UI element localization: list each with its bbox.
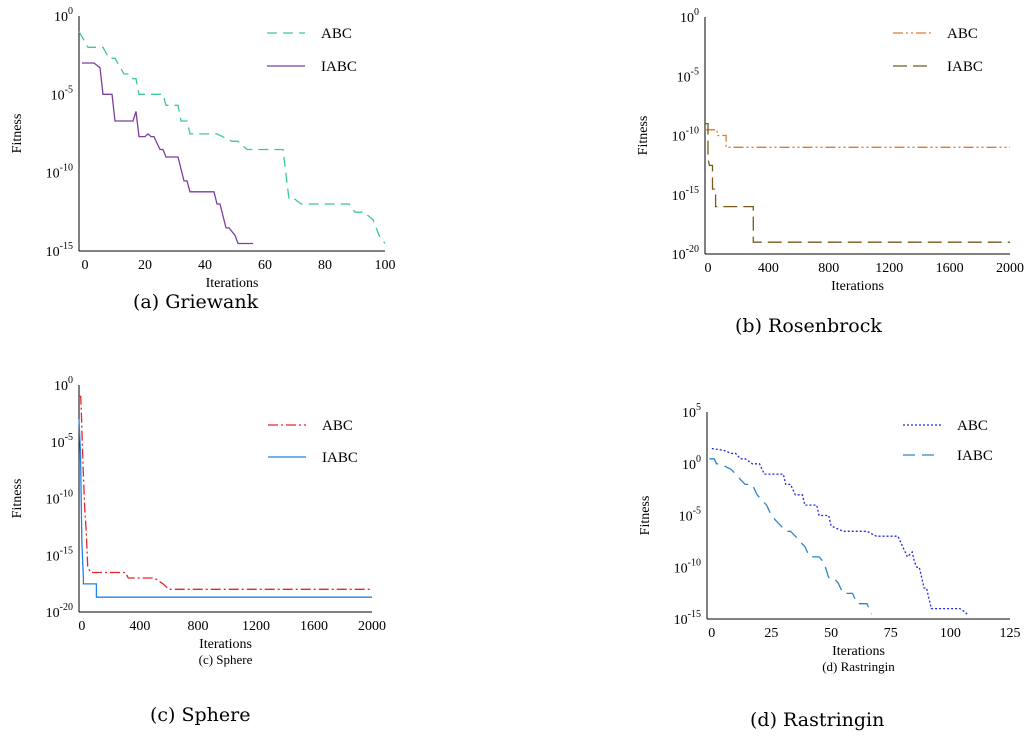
x-tick-label: 40 (198, 258, 212, 273)
y-tick-label: 100 (680, 7, 699, 26)
x-tick-label: 0 (705, 261, 712, 276)
y-tick-label: 10-15 (46, 545, 73, 564)
inner-title: (d) Rastringin (822, 659, 895, 674)
x-tick-label: 800 (818, 261, 839, 276)
y-tick-label: 10-5 (677, 66, 699, 85)
series-line-iabc (709, 458, 873, 615)
series-line-abc (78, 31, 386, 244)
y-tick-label: 10-15 (46, 241, 73, 260)
caption-sphere: (c) Sphere (150, 704, 251, 726)
x-axis-label: Iterations (199, 637, 252, 652)
y-tick-label: 10-5 (679, 506, 701, 525)
y-axis-label: Fitness (10, 479, 25, 519)
x-tick-label: 2000 (996, 261, 1024, 276)
legend-label-iabc: IABC (322, 450, 358, 466)
chart-griewank: 0 20 40 60 80 100 100 10-5 10-10 10-15 Iterations F… (10, 6, 396, 291)
y-tick-label: 10-10 (674, 557, 701, 576)
x-tick-label: 0 (78, 619, 85, 634)
y-tick-label: 10-15 (674, 609, 701, 628)
x-tick-label: 1600 (936, 261, 964, 276)
x-tick-label: 800 (187, 619, 208, 634)
x-tick-label: 125 (1000, 626, 1021, 641)
legend-label-iabc: IABC (957, 448, 993, 464)
x-tick-label: 100 (375, 258, 396, 273)
x-tick-label: 0 (82, 258, 89, 273)
x-tick-label: 80 (318, 258, 332, 273)
series-line-iabc (82, 62, 253, 245)
series-line-iabc (705, 122, 1010, 243)
x-tick-label: 1600 (300, 619, 328, 634)
y-tick-label: 10-10 (46, 489, 73, 508)
x-axis-label: Iterations (206, 276, 259, 291)
legend-label-abc: ABC (322, 418, 353, 434)
y-axis-label: Fitness (638, 496, 653, 536)
series-line-iabc (78, 419, 372, 598)
y-tick-label: 10-20 (672, 244, 699, 263)
y-tick-label: 10-15 (672, 185, 699, 204)
legend-label-abc: ABC (321, 26, 352, 42)
y-tick-label: 10-10 (46, 163, 73, 182)
caption-griewank: (a) Griewank (133, 291, 259, 313)
x-tick-label: 100 (940, 626, 961, 641)
chart-rosenbrock: 0 400 800 1200 1600 2000 100 10-5 10-10 10-15 10-2… (636, 7, 1024, 294)
x-tick-label: 400 (758, 261, 779, 276)
series-line-abc (711, 447, 968, 615)
x-tick-label: 2000 (358, 619, 386, 634)
y-axis-label: Fitness (10, 114, 25, 154)
x-tick-label: 25 (764, 626, 778, 641)
inner-title: (c) Sphere (199, 652, 253, 667)
series-line-abc (79, 395, 372, 590)
y-axis-label: Fitness (636, 116, 651, 156)
x-tick-label: 20 (138, 258, 152, 273)
x-axis-label: Iterations (831, 279, 884, 294)
chart-sphere: 0 400 800 1200 1600 2000 100 10-5 10-10 10-15 10-2… (10, 375, 386, 667)
y-tick-label: 100 (54, 6, 73, 25)
series-line-abc (705, 129, 1010, 148)
y-tick-label: 10-5 (51, 432, 73, 451)
y-tick-label: 10-5 (51, 84, 73, 103)
caption-rastringin: (d) Rastringin (750, 709, 885, 731)
x-tick-label: 0 (708, 626, 715, 641)
caption-rosenbrock: (b) Rosenbrock (735, 315, 882, 337)
x-tick-label: 60 (258, 258, 272, 273)
x-tick-label: 1200 (875, 261, 903, 276)
y-tick-label: 100 (682, 454, 701, 473)
chart-rastringin: 0 25 50 75 100 125 105 100 10-5 10-10 10-15 Iterati… (638, 402, 1021, 674)
legend-label-iabc: IABC (321, 59, 357, 75)
x-tick-label: 1200 (242, 619, 270, 634)
x-tick-label: 75 (884, 626, 898, 641)
x-tick-label: 50 (824, 626, 838, 641)
x-axis-label: Iterations (832, 644, 885, 659)
y-tick-label: 10-10 (672, 126, 699, 145)
legend-label-iabc: IABC (947, 59, 983, 75)
x-tick-label: 400 (129, 619, 150, 634)
y-tick-label: 10-20 (46, 602, 73, 621)
legend-label-abc: ABC (947, 26, 978, 42)
y-tick-label: 105 (682, 402, 701, 421)
y-tick-label: 100 (54, 375, 73, 394)
legend-label-abc: ABC (957, 418, 988, 434)
